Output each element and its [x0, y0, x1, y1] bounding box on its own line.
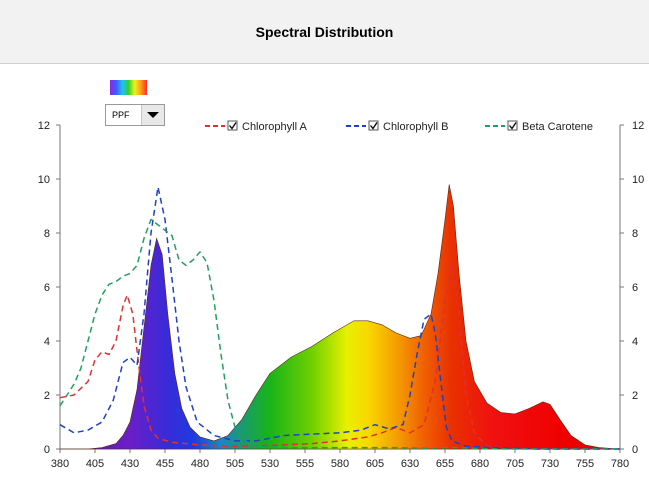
- spectrum-color-swatch: [110, 80, 147, 95]
- secondary-y-tick-label: 4: [632, 336, 638, 348]
- y-tick-label: 0: [44, 444, 50, 456]
- y-tick-label: 10: [38, 174, 50, 186]
- legend-label-beta-carotene: Beta Carotene: [522, 121, 593, 133]
- x-tick-label: 780: [611, 458, 629, 470]
- y-tick-label: 6: [44, 282, 50, 294]
- secondary-y-tick-label: 0: [632, 444, 638, 456]
- x-tick-label: 605: [366, 458, 384, 470]
- series-lines: [59, 186, 620, 450]
- x-tick-label: 405: [86, 458, 104, 470]
- ppf-dropdown[interactable]: PPF: [105, 104, 165, 126]
- x-tick-label: 630: [401, 458, 419, 470]
- legend-checkmark-chlorophyll-a: [229, 122, 237, 130]
- chart-legend: Chlorophyll A Chlorophyll B Beta Carotene: [205, 120, 593, 133]
- x-tick-label: 455: [156, 458, 174, 470]
- y-tick-label: 2: [44, 390, 50, 402]
- chevron-down-icon: [147, 112, 159, 118]
- x-tick-label: 530: [261, 458, 279, 470]
- series-line-chlorophyll-b: [59, 186, 620, 450]
- secondary-y-tick-label: 10: [632, 174, 644, 186]
- legend-checkbox-beta-carotene: [507, 120, 518, 131]
- spectrum-area: [60, 184, 621, 450]
- y-tick-label: 4: [44, 336, 50, 348]
- x-tick-label: 655: [436, 458, 454, 470]
- legend-checkbox-chlorophyll-a: [227, 120, 238, 131]
- x-tick-label: 730: [541, 458, 559, 470]
- secondary-y-tick-label: 6: [632, 282, 638, 294]
- x-tick-label: 755: [576, 458, 594, 470]
- chart-title: Spectral Distribution: [255, 23, 394, 40]
- secondary-y-tick-label: 12: [632, 120, 644, 132]
- series-line-beta-carotene: [59, 218, 620, 450]
- x-tick-label: 555: [296, 458, 314, 470]
- x-tick-label: 430: [121, 458, 139, 470]
- legend-label-chlorophyll-b: Chlorophyll B: [383, 121, 448, 133]
- y-tick-label: 8: [44, 228, 50, 240]
- x-tick-label: 680: [471, 458, 489, 470]
- spectrum-area-path: [60, 184, 621, 450]
- legend-checkmark-chlorophyll-b: [370, 122, 378, 130]
- secondary-y-tick-label: 8: [632, 228, 638, 240]
- ppf-dropdown-value: PPF: [112, 110, 130, 120]
- x-tick-label: 480: [191, 458, 209, 470]
- y-tick-label: 12: [38, 120, 50, 132]
- x-tick-label: 705: [506, 458, 524, 470]
- legend-checkmark-beta-carotene: [509, 122, 517, 130]
- x-tick-label: 505: [226, 458, 244, 470]
- secondary-y-tick-label: 2: [632, 390, 638, 402]
- chart-header: Spectral Distribution: [0, 0, 649, 64]
- x-tick-label: 380: [51, 458, 69, 470]
- dropdown-toggle-button[interactable]: [141, 105, 164, 125]
- legend-label-chlorophyll-a: Chlorophyll A: [242, 121, 307, 133]
- x-tick-label: 580: [331, 458, 349, 470]
- legend-checkbox-chlorophyll-b: [368, 120, 379, 131]
